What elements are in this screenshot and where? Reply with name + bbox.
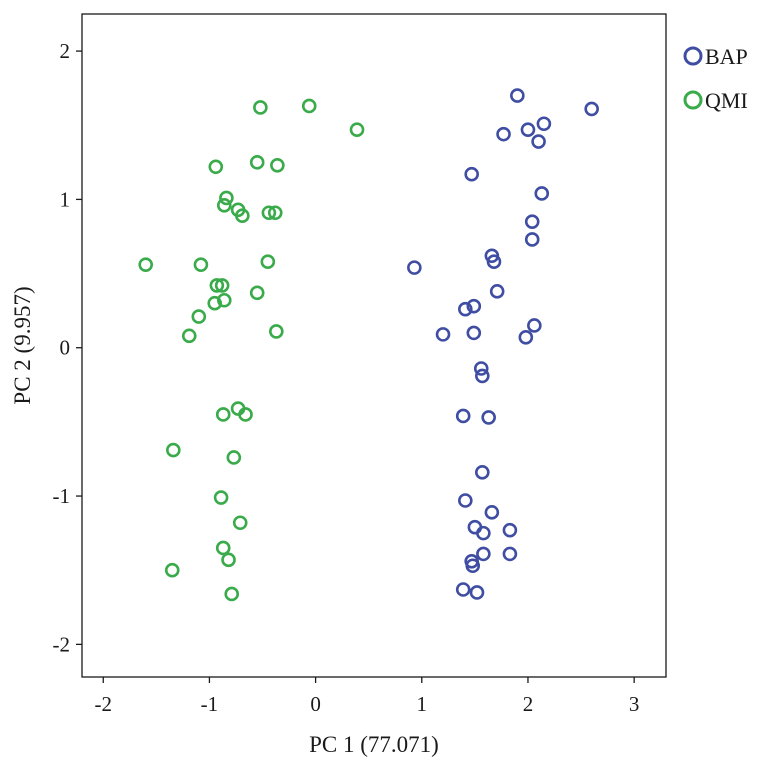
data-point-qmi xyxy=(181,328,197,344)
data-point-qmi xyxy=(138,257,154,272)
data-point-qmi xyxy=(219,190,234,206)
data-point-bap xyxy=(476,546,491,562)
data-point-bap xyxy=(465,558,481,574)
data-point-bap xyxy=(481,410,496,425)
data-point-bap xyxy=(527,318,542,333)
data-points xyxy=(138,88,599,602)
data-point-qmi xyxy=(208,159,224,175)
data-point-bap xyxy=(510,88,525,103)
data-point-qmi xyxy=(216,292,232,308)
data-point-qmi xyxy=(166,442,181,458)
plot-frame xyxy=(81,13,667,678)
data-point-bap xyxy=(435,327,451,342)
data-point-qmi xyxy=(249,155,265,170)
x-tick-label: 1 xyxy=(417,692,428,716)
data-point-qmi xyxy=(215,407,231,422)
data-point-bap xyxy=(455,582,471,597)
data-point-bap xyxy=(531,134,546,149)
data-point-bap xyxy=(458,301,473,317)
data-point-qmi xyxy=(193,257,209,272)
data-point-bap xyxy=(518,330,534,345)
data-point-qmi xyxy=(214,278,230,293)
data-point-bap xyxy=(407,260,422,275)
data-point-bap xyxy=(458,493,473,508)
data-point-bap xyxy=(489,284,505,299)
data-point-bap xyxy=(469,585,485,600)
data-point-bap xyxy=(520,122,536,137)
data-point-qmi xyxy=(261,205,277,221)
data-point-qmi xyxy=(232,515,248,531)
data-point-qmi xyxy=(269,324,284,339)
data-point-bap xyxy=(475,368,490,384)
data-point-qmi xyxy=(221,552,236,568)
data-point-bap xyxy=(466,298,482,314)
data-point-bap xyxy=(466,325,482,341)
data-point-qmi xyxy=(235,208,250,224)
x-tick-label: 2 xyxy=(523,692,534,716)
data-point-qmi xyxy=(238,407,253,422)
data-point-qmi xyxy=(301,98,317,114)
legend-marker-bap xyxy=(683,46,703,66)
legend: BAP QMI xyxy=(683,44,748,113)
data-point-qmi xyxy=(213,490,229,505)
y-tick-label: 0 xyxy=(60,336,71,360)
data-point-bap xyxy=(486,254,502,269)
data-point-bap xyxy=(524,214,540,229)
data-point-bap xyxy=(464,166,479,182)
data-point-bap xyxy=(473,361,489,376)
data-point-qmi xyxy=(209,278,225,293)
x-tick-label: 0 xyxy=(310,692,321,716)
data-point-qmi xyxy=(216,198,232,213)
data-point-qmi xyxy=(224,586,240,602)
data-point-bap xyxy=(502,522,518,538)
data-point-bap xyxy=(455,408,471,424)
data-point-bap xyxy=(534,186,550,201)
data-point-qmi xyxy=(349,122,365,137)
data-point-bap xyxy=(524,232,540,247)
data-point-qmi xyxy=(191,309,207,324)
legend-marker-qmi xyxy=(683,90,703,110)
data-point-bap xyxy=(502,546,518,562)
data-point-bap xyxy=(496,126,511,142)
data-point-qmi xyxy=(207,295,223,311)
x-tick-label: -1 xyxy=(201,692,219,716)
data-point-qmi xyxy=(253,100,268,115)
data-point-qmi xyxy=(215,540,231,556)
data-point-qmi xyxy=(249,285,265,301)
x-tick-label: 3 xyxy=(629,692,640,716)
data-point-qmi xyxy=(260,254,276,269)
data-point-qmi xyxy=(226,450,242,465)
x-axis-title: PC 1 (77.071) xyxy=(309,732,439,757)
y-tick-label: 1 xyxy=(60,187,71,211)
y-tick-label: -1 xyxy=(53,484,71,508)
data-point-qmi xyxy=(267,205,283,221)
data-point-qmi xyxy=(164,562,180,578)
data-point-bap xyxy=(536,116,552,132)
data-point-bap xyxy=(475,465,490,480)
x-tick-label: -2 xyxy=(94,692,112,716)
data-point-qmi xyxy=(270,157,285,173)
legend-label-bap: BAP xyxy=(705,44,748,69)
data-point-bap xyxy=(584,101,599,117)
y-axis-title: PC 2 (9.957) xyxy=(10,286,35,404)
data-point-bap xyxy=(476,525,491,541)
legend-label-qmi: QMI xyxy=(705,88,748,113)
data-point-bap xyxy=(484,505,500,520)
axes: -2 -1 0 1 2 3 -2 -1 0 1 2 xyxy=(53,39,640,716)
y-tick-label: 2 xyxy=(60,39,71,63)
y-tick-label: -2 xyxy=(53,632,71,656)
